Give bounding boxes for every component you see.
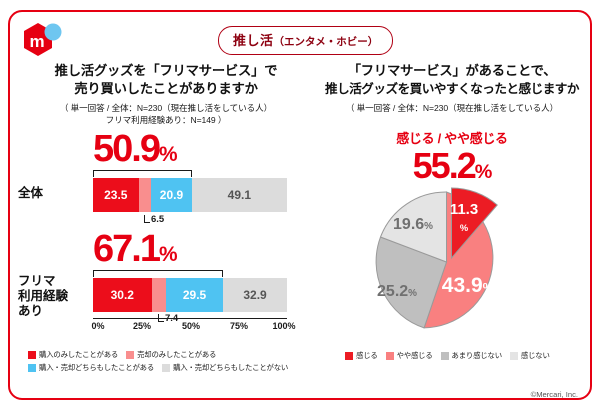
user-highlight-value: 67.1	[93, 228, 161, 270]
legend-swatch-icon	[509, 351, 518, 360]
right-panel-caption-line1: （ 単一回答 / 全体：N=230（現在推し活をしている人）	[345, 103, 559, 113]
bar-segment-both: 20.9	[151, 178, 192, 212]
pie-label-disagree: 19.6%	[393, 216, 433, 233]
legend-label: やや感じる	[396, 351, 433, 360]
legend-swatch-icon	[28, 363, 36, 372]
right-panel-caption: （ 単一回答 / 全体：N=230（現在推し活をしている人）	[316, 103, 588, 115]
legend-label: 感じる	[356, 351, 378, 360]
bar-row-label-total: 全体	[18, 186, 44, 200]
bar-axis-line	[93, 318, 287, 319]
pie-slice-not-much	[375, 236, 448, 329]
legend-item-neither: 購入・売却どちらもしたことがない	[162, 362, 288, 373]
legend-row: 購入・売却どちらもしたことがある 購入・売却どちらもしたことがない	[28, 362, 296, 373]
table-row: 23.5 20.9 49.1	[93, 178, 287, 212]
left-panel-caption-line1: （ 単一回答 / 全体：N=230（現在推し活をしている人）	[59, 103, 273, 113]
legend-swatch-icon	[162, 363, 171, 372]
pie-chart-svg	[375, 187, 498, 329]
mercari-logo-icon: m	[20, 20, 66, 62]
pie-slice-agree	[451, 187, 498, 260]
bar-row-label-fleamarket-user: フリマ 利用経験 あり	[18, 274, 69, 318]
axis-tick-25: 25%	[132, 321, 152, 331]
legend-row: 購入のみしたことがある 売却のみしたことがある	[28, 349, 296, 360]
axis-tick-50: 50%	[181, 321, 201, 331]
legend-swatch-icon	[385, 351, 394, 360]
pie-chart: 11.3% 43.9% 25.2% 19.6%	[316, 176, 588, 344]
table-row: 30.2 29.5 32.9	[93, 278, 287, 312]
legend-label: あまり感じない	[451, 351, 503, 360]
pie-label-agree-unit: %	[459, 223, 469, 233]
bar-segment-neither: 49.1	[191, 178, 287, 212]
left-panel-caption: （ 単一回答 / 全体：N=230（現在推し活をしている人） フリマ利用経験あり…	[16, 103, 316, 126]
left-panel-caption-line2: フリマ利用経験あり：N=149 ）	[105, 114, 227, 125]
pie-label-somewhat-agree: 43.9%	[441, 274, 495, 297]
stacked-bar-chart: 50.9% 全体 23.5 20.9 49.1 6.5 67.1% フリマ 利用…	[16, 130, 316, 345]
sale-only-leader-total: 6.5	[144, 214, 164, 225]
bar-segment-sale-only	[138, 178, 152, 212]
category-badge-sub: （エンタメ・ホビー）	[273, 36, 379, 48]
legend-item-disagree: 感じない	[509, 350, 550, 361]
pie-highlight-group: 感じる / やや感じる 55.2%	[316, 128, 588, 184]
left-panel-title: 推し活グッズを「フリマサービス」で 売り買いしたことがありますか	[16, 62, 316, 98]
legend-item-agree: 感じる	[345, 350, 378, 361]
bar-segment-sale-only	[151, 278, 166, 312]
pie-highlight-value: 55.2	[412, 145, 477, 186]
legend-row: 感じる やや感じる あまり感じない 感じない	[345, 350, 558, 361]
pie-highlight-unit: %	[474, 161, 493, 183]
legend-label: 売却のみしたことがある	[137, 350, 217, 359]
bar-chart-legend: 購入のみしたことがある 売却のみしたことがある 購入・売却どちらもしたことがある…	[28, 349, 296, 375]
axis-tick-0: 0%	[91, 321, 105, 331]
user-combined-bracket	[93, 270, 223, 277]
pie-slice-disagree	[379, 191, 447, 263]
legend-label: 購入・売却どちらもしたことがある	[39, 363, 155, 372]
legend-label: 感じない	[520, 351, 550, 360]
legend-label: 購入のみしたことがある	[39, 350, 119, 359]
legend-item-not-much: あまり感じない	[440, 350, 503, 361]
legend-item-purchase-only: 購入のみしたことがある	[28, 349, 118, 360]
bar-segment-both: 29.5	[165, 278, 224, 312]
right-panel-title-line1: 「フリマサービス」があることで、	[347, 63, 557, 78]
axis-tick-100: 100%	[272, 321, 296, 331]
legend-item-sale-only: 売却のみしたことがある	[126, 349, 216, 360]
left-panel: 推し活グッズを「フリマサービス」で 売り買いしたことがありますか （ 単一回答 …	[16, 62, 316, 126]
total-combined-bracket	[93, 170, 192, 177]
left-panel-title-line1: 推し活グッズを「フリマサービス」で	[54, 63, 278, 78]
pie-label-not-much: 25.2%	[377, 283, 417, 300]
category-badge: 推し活（エンタメ・ホビー）	[218, 26, 394, 55]
pie-highlight-label: 感じる / やや感じる	[396, 131, 508, 146]
legend-item-somewhat-agree: やや感じる	[385, 350, 433, 361]
bar-segment-neither: 32.9	[223, 278, 287, 312]
pie-chart-legend: 感じる やや感じる あまり感じない 感じない	[345, 350, 558, 363]
pie-highlight-number: 55.2%	[316, 148, 588, 184]
copyright-credit: ©Mercari, Inc.	[530, 390, 578, 399]
total-highlight-value: 50.9	[93, 128, 161, 170]
legend-swatch-icon	[126, 350, 135, 359]
legend-label: 購入・売却どちらもしたことがない	[173, 363, 289, 372]
right-panel-title-line2: 推し活グッズを買いやすくなったと感じますか	[325, 82, 579, 96]
legend-swatch-icon	[440, 351, 449, 360]
svg-text:m: m	[29, 32, 44, 51]
user-highlight-unit: %	[158, 243, 178, 266]
legend-swatch-icon	[28, 350, 36, 359]
right-panel: 「フリマサービス」があることで、 推し活グッズを買いやすくなったと感じますか （…	[316, 62, 588, 115]
right-panel-title: 「フリマサービス」があることで、 推し活グッズを買いやすくなったと感じますか	[316, 62, 588, 98]
legend-swatch-icon	[345, 351, 353, 360]
left-panel-title-line2: 売り買いしたことがありますか	[74, 81, 258, 96]
pie-label-agree: 11.3%	[449, 201, 479, 233]
axis-tick-75: 75%	[229, 321, 249, 331]
user-highlight-number: 67.1%	[93, 228, 178, 270]
leader-tick-icon	[144, 215, 150, 224]
category-badge-main: 推し活	[233, 33, 274, 48]
total-highlight-number: 50.9%	[93, 128, 178, 170]
bar-segment-purchase-only: 23.5	[93, 178, 139, 212]
bar-segment-purchase-only: 30.2	[93, 278, 152, 312]
legend-item-both: 購入・売却どちらもしたことがある	[28, 362, 154, 373]
total-highlight-unit: %	[158, 143, 178, 166]
